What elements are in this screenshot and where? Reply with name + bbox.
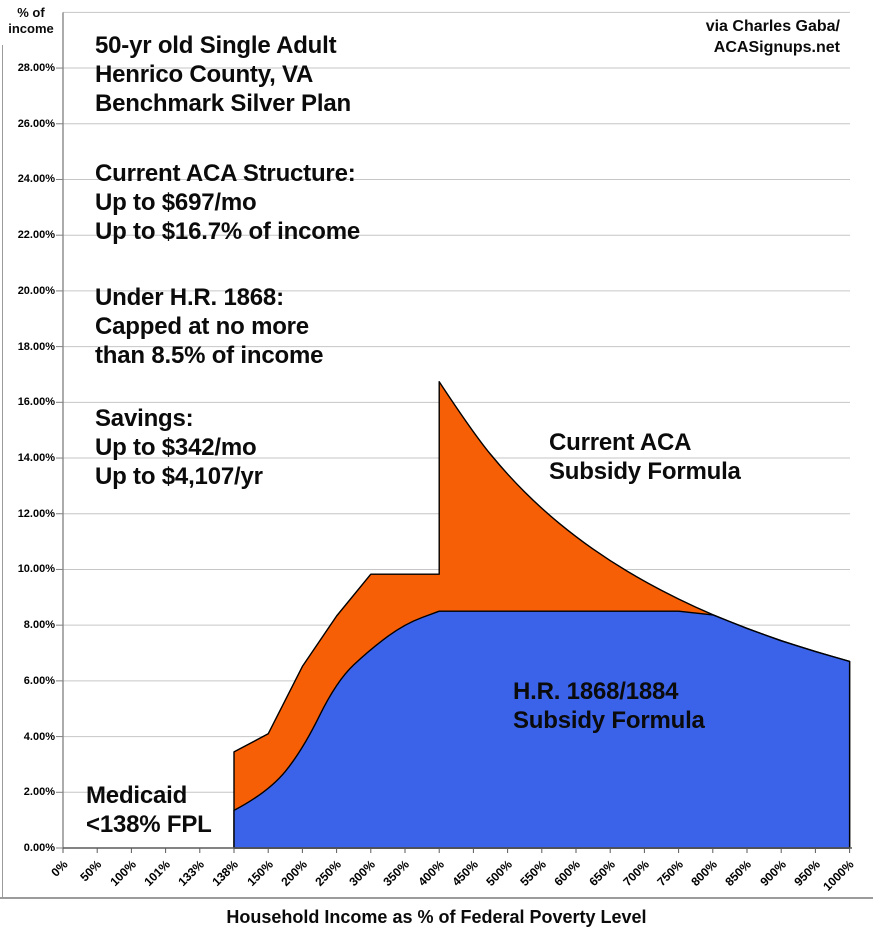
y-tick-label: 16.00% [17,396,55,409]
y-tick-label: 12.00% [17,507,55,520]
y-tick-label: 14.00% [17,452,55,465]
y-tick-label: 18.00% [17,340,55,353]
y-tick-label: 10.00% [17,563,55,576]
medicaid-annotation: Medicaid <138% FPL [86,782,212,838]
y-tick-label: 4.00% [23,730,55,743]
current-aca-series-label: Current ACA Subsidy Formula [549,429,741,485]
hr1868-cap-annotation: Under H.R. 1868: Capped at no more than … [95,284,324,369]
y-tick-label: 28.00% [17,62,55,75]
current-aca-structure-annotation: Current ACA Structure: Up to $697/mo Up … [95,160,360,245]
hr1868-series-label: H.R. 1868/1884 Subsidy Formula [513,678,705,734]
y-tick-label: 22.00% [17,229,55,242]
chart-frame-left [2,45,3,898]
chart-frame-bottom [0,897,873,899]
y-tick-label: 2.00% [23,786,55,799]
x-axis-title: Household Income as % of Federal Poverty… [226,907,647,927]
area-series-hr1868 [233,610,851,849]
source-credit: via Charles Gaba/ ACASignups.net [705,18,840,56]
chart-subject-annotation: 50-yr old Single Adult Henrico County, V… [95,32,351,117]
savings-annotation: Savings: Up to $342/mo Up to $4,107/yr [95,405,263,490]
y-axis-unit-label: % of income [8,5,54,36]
y-tick-label: 20.00% [17,284,55,297]
y-tick-label: 24.00% [17,173,55,186]
y-tick-label: 6.00% [23,674,55,687]
y-tick-label: 0.00% [23,842,55,854]
y-tick-label: 8.00% [23,619,55,632]
y-tick-label: 26.00% [17,117,55,130]
